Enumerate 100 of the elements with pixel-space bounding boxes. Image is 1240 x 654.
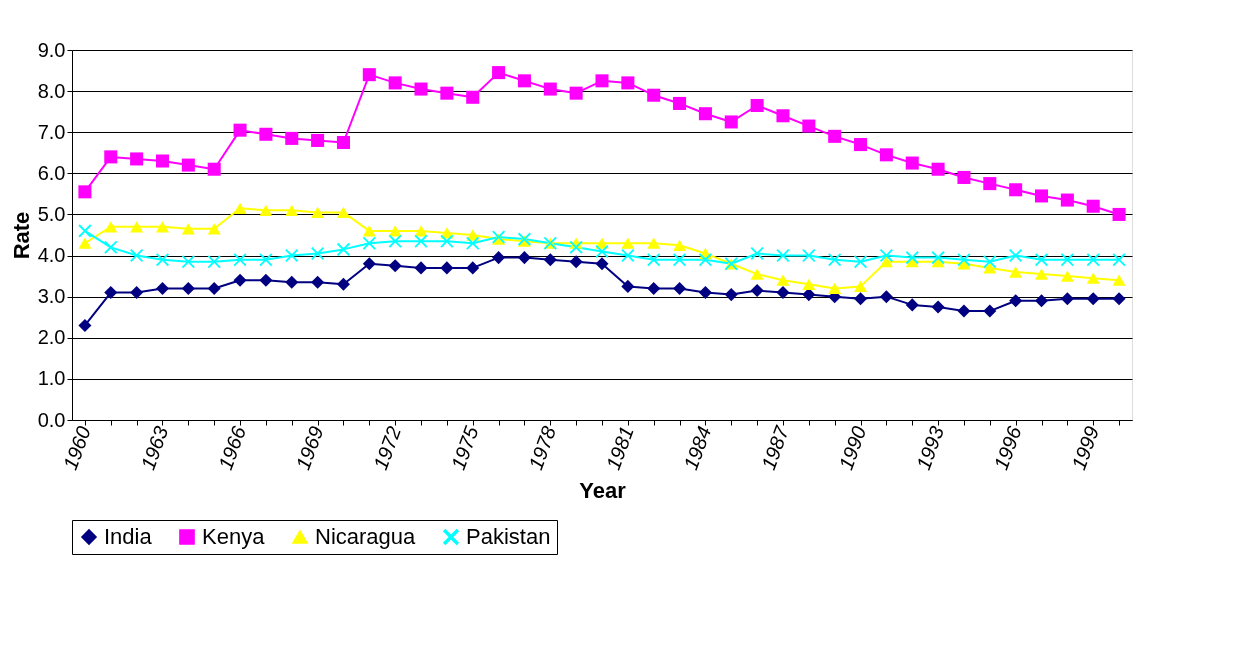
point xyxy=(207,281,221,295)
point xyxy=(155,281,170,295)
point xyxy=(698,253,712,267)
legend-label: Pakistan xyxy=(466,524,551,549)
point xyxy=(1034,268,1049,280)
legend-label: Nicaragua xyxy=(315,524,417,549)
point xyxy=(336,135,350,150)
point xyxy=(440,261,454,275)
point xyxy=(388,234,402,248)
point xyxy=(543,82,557,96)
point xyxy=(1009,249,1023,263)
point xyxy=(905,156,919,170)
point xyxy=(776,286,790,300)
point xyxy=(1009,266,1023,278)
point xyxy=(673,239,687,251)
point xyxy=(336,206,350,219)
point xyxy=(1060,292,1074,306)
point xyxy=(388,259,402,273)
legend-label: India xyxy=(104,524,153,549)
point xyxy=(647,237,661,249)
point xyxy=(311,275,325,289)
point xyxy=(543,253,557,267)
point xyxy=(259,127,273,141)
point xyxy=(155,154,170,168)
point xyxy=(104,286,118,300)
point xyxy=(802,119,816,133)
point xyxy=(828,129,842,143)
point xyxy=(750,268,764,280)
point xyxy=(647,281,661,295)
legend-label: Kenya xyxy=(202,524,266,549)
point xyxy=(78,318,92,332)
point xyxy=(1112,253,1126,267)
point xyxy=(362,68,376,82)
point xyxy=(621,279,635,293)
point xyxy=(311,246,325,261)
point xyxy=(957,253,971,267)
point xyxy=(569,86,583,100)
point xyxy=(802,278,816,290)
x-tick-label: 1975 xyxy=(446,422,483,473)
point xyxy=(362,225,376,237)
y-tick-label: 3.0 xyxy=(37,285,66,308)
point xyxy=(1034,253,1049,267)
point xyxy=(285,249,299,263)
point xyxy=(104,221,118,233)
point xyxy=(621,76,635,90)
point xyxy=(879,148,893,162)
point xyxy=(181,158,195,172)
point xyxy=(78,185,92,199)
x-tick-label: 1969 xyxy=(291,423,328,473)
point xyxy=(673,253,687,267)
point xyxy=(983,304,997,318)
point xyxy=(802,288,816,302)
point xyxy=(285,204,299,216)
point xyxy=(854,255,868,269)
point xyxy=(207,223,221,235)
point xyxy=(1112,274,1126,286)
point xyxy=(724,115,738,129)
point xyxy=(595,257,609,271)
point xyxy=(130,221,144,233)
point xyxy=(905,298,919,312)
point xyxy=(233,123,247,137)
point xyxy=(233,273,247,287)
point xyxy=(388,76,402,90)
point xyxy=(440,86,454,100)
point xyxy=(776,109,790,123)
point xyxy=(285,131,299,145)
y-tick-label: 4.0 xyxy=(37,244,66,267)
point xyxy=(517,251,531,265)
x-tick-label: 1999 xyxy=(1067,423,1104,473)
point xyxy=(983,177,997,191)
y-tick-label: 6.0 xyxy=(37,161,66,184)
point xyxy=(673,96,687,110)
point xyxy=(311,206,325,219)
x-tick-label: 1990 xyxy=(834,423,871,473)
point xyxy=(828,253,842,267)
point xyxy=(414,234,428,248)
point xyxy=(207,162,221,176)
x-tick-label: 1972 xyxy=(369,423,406,473)
point xyxy=(336,277,350,291)
point xyxy=(233,202,247,214)
x-tick-label: 1963 xyxy=(136,423,173,473)
y-tick-label: 7.0 xyxy=(37,120,66,143)
x-tick-label: 1978 xyxy=(524,423,561,473)
point xyxy=(181,255,195,269)
point xyxy=(905,251,919,265)
point xyxy=(647,253,661,267)
point xyxy=(414,261,428,275)
point xyxy=(1112,292,1126,306)
point xyxy=(1060,193,1074,207)
y-tick-label: 1.0 xyxy=(37,367,66,390)
point xyxy=(104,240,118,254)
point xyxy=(440,234,454,248)
point xyxy=(207,255,221,269)
point xyxy=(466,90,480,104)
point xyxy=(1009,183,1023,197)
point xyxy=(1086,253,1100,267)
point xyxy=(1112,207,1126,221)
point xyxy=(1086,199,1100,213)
point xyxy=(879,256,893,268)
point xyxy=(983,255,997,269)
